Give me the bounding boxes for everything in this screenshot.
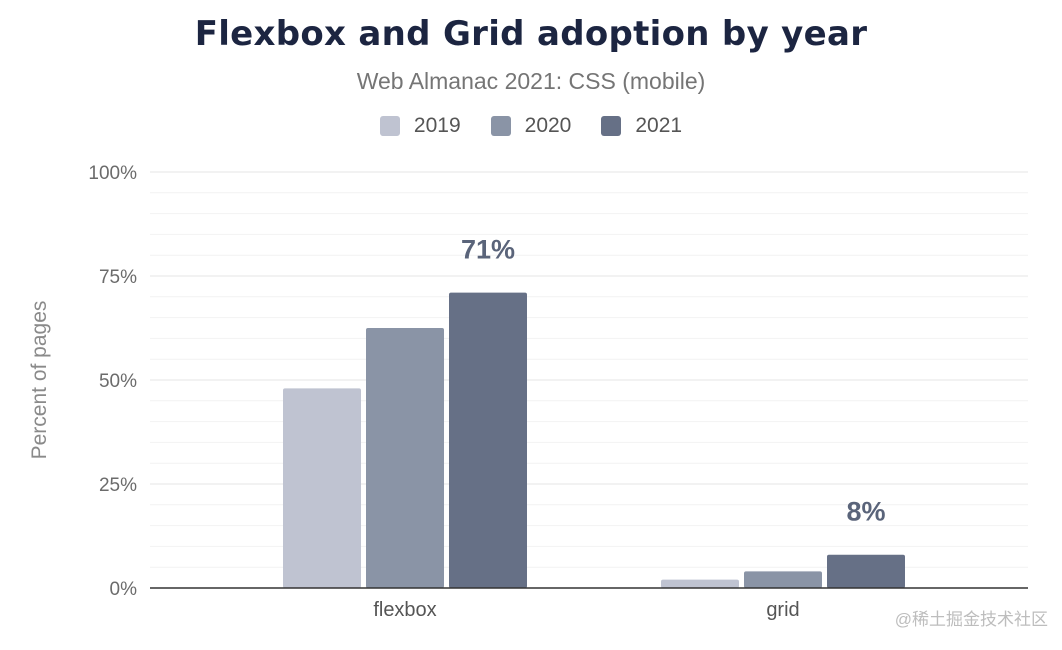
legend: 2019 2020 2021 [0,114,1062,138]
legend-swatch [601,116,622,136]
y-tick-label: 100% [88,163,137,184]
legend-label: 2019 [413,114,461,137]
bar-flexbox-2019 [283,388,361,588]
chart-subtitle: Web Almanac 2021: CSS (mobile) [356,68,706,94]
y-tick-label: 75% [99,267,137,288]
legend-item-2020[interactable]: 2020 [490,114,572,138]
x-tick-label: flexbox [373,599,436,621]
legend-label: 2021 [635,114,683,137]
x-tick-label: grid [766,599,799,621]
y-tick-label: 0% [110,579,138,600]
legend-label: 2020 [524,114,572,137]
y-tick-label: 50% [99,371,137,392]
data-label: 71% [461,235,515,265]
bar-grid-2019 [661,579,739,588]
legend-swatch [490,116,511,136]
chart-title: Flexbox and Grid adoption by year [194,14,868,54]
y-axis-label: Percent of pages [28,301,51,460]
bar-flexbox-2021 [449,292,527,588]
bar-flexbox-2020 [366,328,444,588]
watermark: @稀土掘金技术社区 [894,610,1048,629]
legend-swatch [379,116,400,136]
legend-item-2019[interactable]: 2019 [379,114,461,138]
bar-grid-2021 [827,554,905,588]
data-label: 8% [846,497,885,527]
legend-item-2021[interactable]: 2021 [601,114,682,138]
y-tick-label: 25% [99,475,137,496]
bar-grid-2020 [744,571,822,588]
